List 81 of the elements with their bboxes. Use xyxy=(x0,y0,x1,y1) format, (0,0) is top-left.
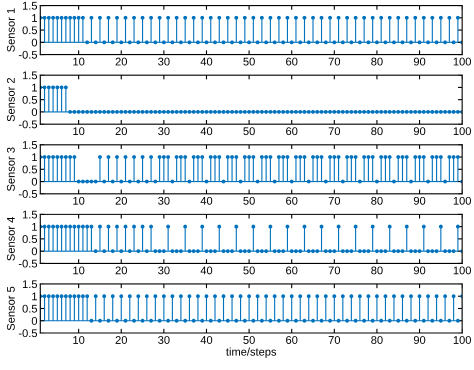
x-tick-label: 100 xyxy=(454,266,471,274)
x-tick-label: 80 xyxy=(371,127,383,136)
y-tick-label: -0.5 xyxy=(18,190,38,198)
x-tick-label: 40 xyxy=(200,127,212,136)
y-tick-label: 1 xyxy=(32,14,37,22)
x-tick-label: 50 xyxy=(243,127,255,136)
y-tick-label: 0.5 xyxy=(22,166,38,174)
y-tick-label: 1.5 xyxy=(22,2,38,10)
x-tick-label: 90 xyxy=(414,58,426,66)
y-tick-label: 0.5 xyxy=(22,235,38,244)
x-tick-label: 60 xyxy=(286,196,298,205)
x-tick-label: 70 xyxy=(328,127,340,136)
x-tick-label: 60 xyxy=(286,127,298,136)
x-tick-label: 100 xyxy=(454,196,471,205)
y-tick-label: 1 xyxy=(32,223,37,231)
y-tick-label: 0.5 xyxy=(22,26,38,34)
x-tick-label: 80 xyxy=(371,58,383,66)
y-tick-label: 1.5 xyxy=(22,141,38,149)
x-tick-label: 70 xyxy=(328,196,340,205)
x-tick-label: 100 xyxy=(454,127,471,136)
y-tick-label: -0.5 xyxy=(18,260,38,268)
x-tick-label: 40 xyxy=(200,58,212,66)
x-tick-label: 30 xyxy=(158,58,170,66)
x-tick-label: 90 xyxy=(414,196,426,205)
x-tick-label: 90 xyxy=(414,336,426,344)
x-tick-label: 60 xyxy=(286,336,298,344)
x-tick-label: 60 xyxy=(286,58,298,66)
x-tick-label: 50 xyxy=(243,336,255,344)
y-tick-label: -0.5 xyxy=(18,50,38,59)
x-tick-label: 70 xyxy=(328,336,340,344)
y-axis-title: Sensor 3 xyxy=(6,148,15,192)
y-tick-label: 1.5 xyxy=(22,280,38,288)
x-tick-label: 80 xyxy=(371,266,383,274)
y-tick-label: 1 xyxy=(32,292,37,300)
y-tick-label: 1.5 xyxy=(22,210,38,219)
y-tick-label: 1 xyxy=(32,84,37,92)
y-tick-label: -0.5 xyxy=(18,329,38,338)
x-tick-label: 80 xyxy=(371,196,383,205)
y-tick-label: -0.5 xyxy=(18,120,38,128)
x-tick-label: 80 xyxy=(371,336,383,344)
x-tick-label: 50 xyxy=(243,58,255,66)
x-tick-label: 100 xyxy=(454,336,471,344)
x-tick-label: 30 xyxy=(158,127,170,136)
x-axis-title: time/steps xyxy=(226,348,276,358)
x-tick-label: 30 xyxy=(158,336,170,344)
x-tick-label: 70 xyxy=(328,58,340,66)
y-axis-title: Sensor 4 xyxy=(6,216,15,261)
x-tick-label: 50 xyxy=(243,196,255,205)
x-tick-label: 50 xyxy=(243,266,255,274)
y-tick-label: 0.5 xyxy=(22,96,38,104)
x-tick-label: 90 xyxy=(414,127,426,136)
x-tick-label: 40 xyxy=(200,196,212,205)
x-tick-label: 10 xyxy=(73,266,84,274)
x-tick-label: 20 xyxy=(116,266,127,274)
y-axis-title: Sensor 5 xyxy=(6,286,15,330)
x-tick-label: 20 xyxy=(116,58,127,66)
y-tick-label: 0 xyxy=(32,317,38,325)
x-tick-label: 40 xyxy=(200,266,212,274)
x-tick-label: 20 xyxy=(116,336,127,344)
x-tick-label: 10 xyxy=(73,196,84,205)
x-tick-label: 10 xyxy=(73,58,84,66)
x-tick-label: 10 xyxy=(73,127,84,136)
y-tick-label: 0.5 xyxy=(22,304,38,313)
y-tick-label: 1 xyxy=(32,153,37,162)
x-tick-label: 60 xyxy=(286,266,298,274)
y-tick-label: 0 xyxy=(32,38,38,46)
x-tick-label: 30 xyxy=(158,196,170,205)
y-tick-label: 0 xyxy=(32,108,38,116)
x-tick-label: 30 xyxy=(158,266,170,274)
x-tick-label: 10 xyxy=(73,336,84,344)
x-tick-label: 90 xyxy=(414,266,426,274)
y-axis-title: Sensor 1 xyxy=(6,8,15,52)
x-tick-label: 20 xyxy=(116,196,127,205)
y-axis-title: Sensor 2 xyxy=(6,78,15,122)
y-tick-label: 0 xyxy=(32,178,38,186)
x-tick-label: 20 xyxy=(116,127,127,136)
x-tick-label: 100 xyxy=(454,58,471,66)
x-tick-label: 40 xyxy=(200,336,212,344)
x-tick-label: 70 xyxy=(328,266,340,274)
y-tick-label: 1.5 xyxy=(22,72,38,80)
y-tick-label: 0 xyxy=(32,247,38,256)
